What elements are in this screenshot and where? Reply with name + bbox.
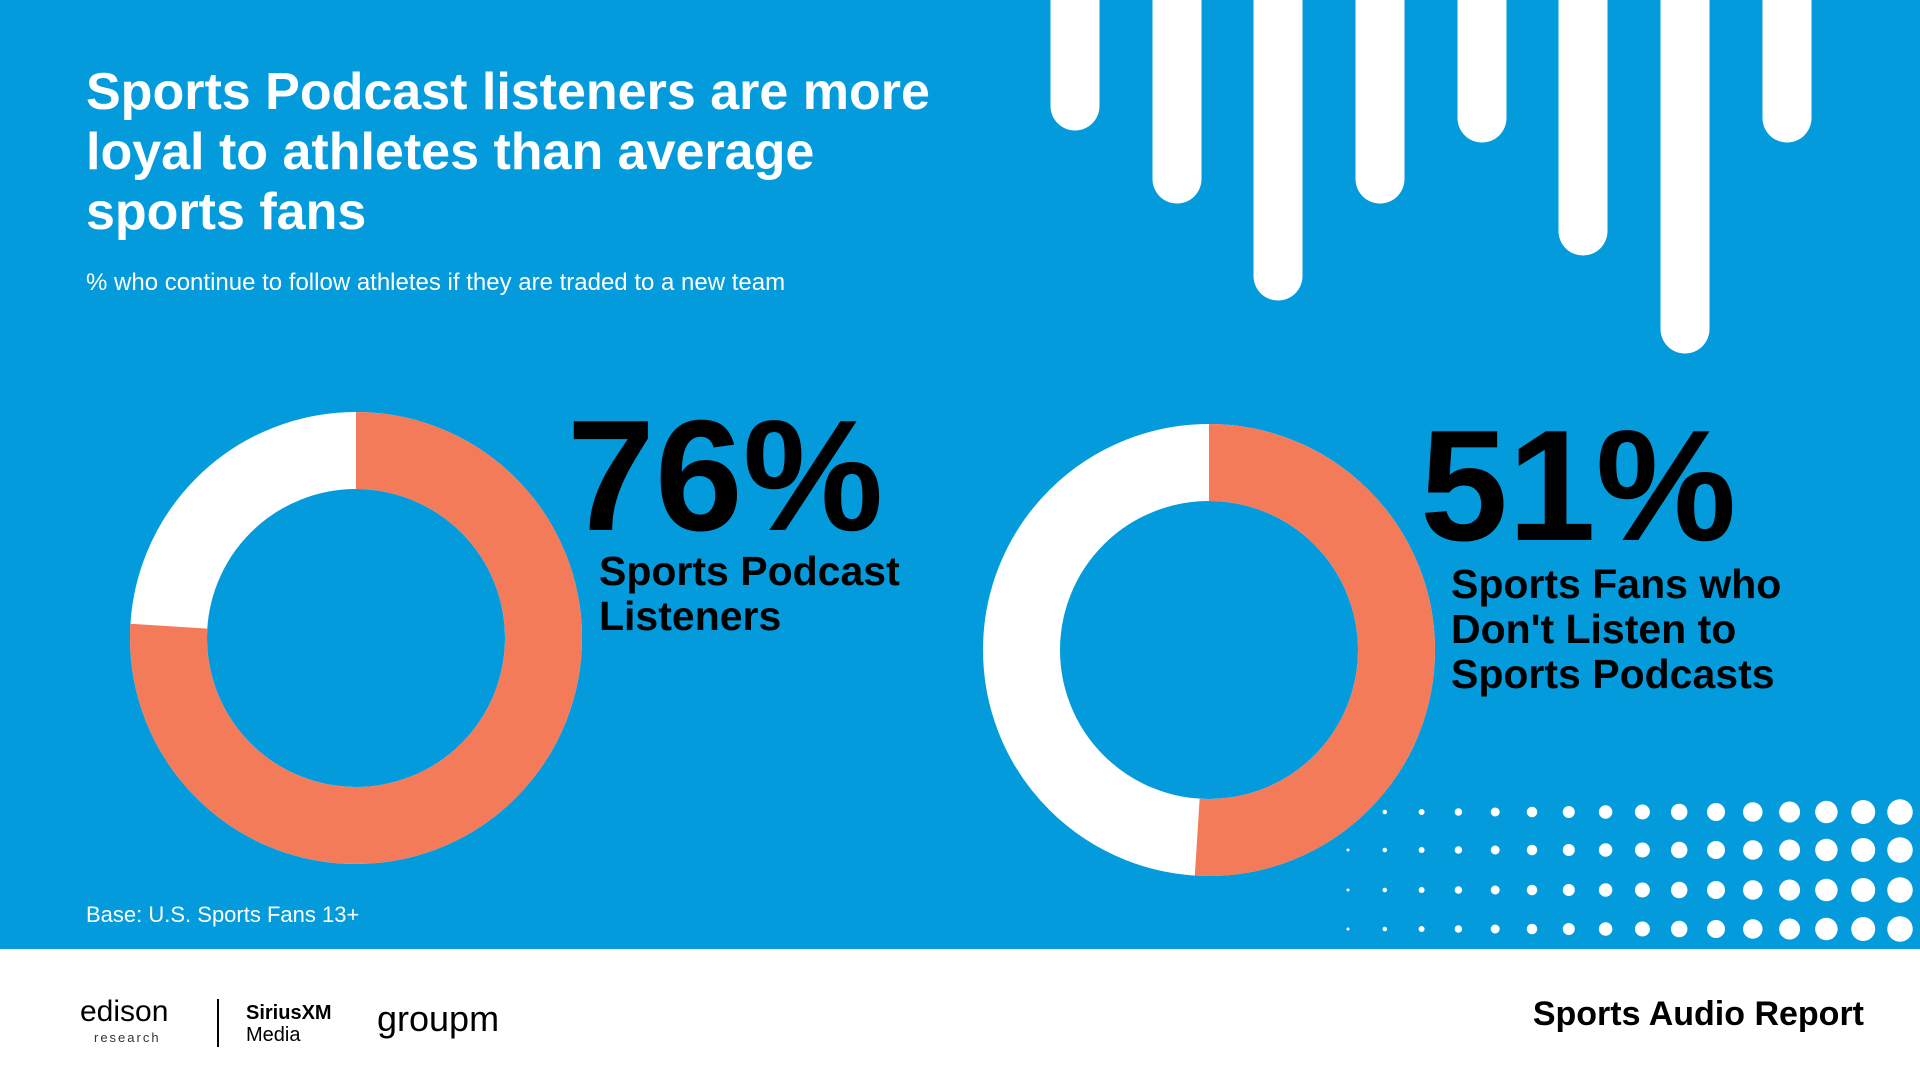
decor-dot — [1418, 926, 1425, 932]
decor-dot — [1526, 844, 1538, 856]
decor-dot — [1526, 806, 1538, 818]
decor-dot — [1851, 838, 1876, 862]
decor-dot — [1598, 805, 1613, 819]
decor-dot — [1454, 925, 1463, 933]
decor-dot — [1670, 841, 1688, 859]
decor-dot — [1490, 885, 1500, 895]
logo-siriusxm: SiriusXM — [246, 1002, 332, 1024]
decor-dot — [1562, 884, 1575, 896]
decor-dot — [1418, 847, 1425, 853]
decor-dot — [1707, 803, 1725, 821]
decor-dot — [1815, 800, 1838, 824]
logo-research: research — [94, 1030, 161, 1045]
decor-dot — [1851, 878, 1876, 902]
decor-dot — [1382, 926, 1388, 932]
decor-dot — [1779, 801, 1801, 823]
category-label: Sports Fans who Don't Listen to Sports P… — [1451, 561, 1782, 697]
decor-dot — [1887, 877, 1913, 903]
decor-dot — [1779, 839, 1801, 861]
decor-dot — [1526, 884, 1538, 896]
decor-dot — [1598, 843, 1613, 857]
decor-dot — [1743, 880, 1763, 900]
decor-dot — [1346, 888, 1350, 892]
report-name: Sports Audio Report — [1532, 995, 1864, 1033]
title: Sports Podcast listeners are more loyal … — [86, 63, 930, 241]
decor-dot — [1526, 923, 1538, 935]
decor-dot — [1634, 842, 1650, 858]
decor-dot — [1382, 847, 1388, 853]
decor-dot — [1743, 919, 1763, 939]
decor-dot — [1815, 878, 1838, 902]
category-label: Sports Podcast Listeners — [599, 548, 900, 639]
decor-dot — [1634, 882, 1650, 898]
decor-dot — [1670, 881, 1688, 899]
decor-dot — [1851, 800, 1876, 824]
decor-dot — [1490, 807, 1500, 817]
note: Base: U.S. Sports Fans 13+ — [86, 902, 360, 927]
decor-dot — [1562, 844, 1575, 856]
decor-dot — [1346, 927, 1350, 931]
decor-dot — [1490, 845, 1500, 855]
logo-groupm: groupm — [377, 998, 500, 1039]
decor-dot — [1851, 917, 1876, 941]
subtitle: % who continue to follow athletes if the… — [86, 269, 786, 296]
decor-dot — [1418, 887, 1425, 893]
value-label: 76% — [567, 388, 884, 564]
decor-dot — [1418, 809, 1425, 815]
decor-dot — [1815, 838, 1838, 862]
decor-dot — [1634, 921, 1650, 937]
decor-dot — [1598, 883, 1613, 897]
decor-dot — [1743, 802, 1763, 822]
decor-dot — [1670, 920, 1688, 938]
decor-dot — [1454, 846, 1463, 854]
logo-media: Media — [246, 1024, 301, 1046]
decor-dot — [1670, 803, 1688, 821]
divider — [217, 999, 219, 1047]
decor-dot — [1454, 808, 1463, 816]
decor-dot — [1887, 916, 1913, 942]
donut-segment — [1194, 424, 1435, 876]
decor-dot — [1490, 924, 1500, 934]
decor-dot — [1779, 918, 1801, 940]
decor-dot — [1887, 799, 1913, 825]
decor-dot — [1598, 922, 1613, 936]
decor-dot — [1454, 886, 1463, 894]
decor-dot — [1887, 837, 1913, 863]
decor-dot — [1815, 917, 1838, 941]
decor-dot — [1707, 881, 1725, 899]
decor-dot — [1562, 806, 1575, 818]
decor-dot — [1346, 848, 1350, 852]
decor-dot — [1707, 841, 1725, 859]
decor-dot — [1779, 879, 1801, 901]
decor-dot — [1634, 804, 1650, 820]
donut-segment — [130, 412, 582, 864]
logo-edison: edison — [80, 995, 169, 1028]
decor-dot — [1382, 809, 1388, 815]
decor-dot — [1562, 923, 1575, 935]
decor-dot — [1382, 887, 1388, 893]
decor-dot — [1743, 840, 1763, 860]
decor-dot — [1707, 920, 1725, 938]
value-label: 51% — [1420, 398, 1737, 574]
